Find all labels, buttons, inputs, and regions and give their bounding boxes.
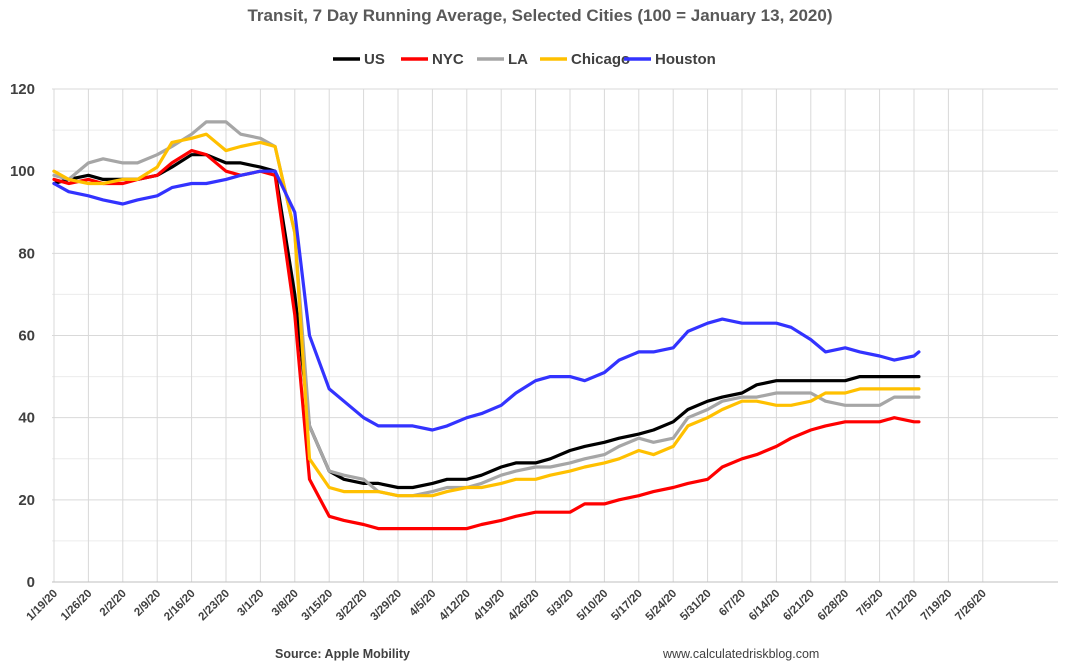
legend-label: US	[364, 51, 385, 68]
y-tick-label: 20	[18, 492, 35, 509]
x-tick-label: 4/5/20	[407, 588, 438, 619]
legend-label: Houston	[655, 51, 716, 68]
x-tick-label: 6/21/20	[781, 588, 817, 624]
series-line-us	[52, 153, 921, 490]
source-note: Source: Apple Mobility	[275, 647, 410, 661]
y-tick-label: 100	[10, 163, 35, 180]
series-lines	[52, 120, 921, 531]
x-tick-label: 2/2/20	[98, 588, 129, 619]
website-credit: www.calculatedriskblog.com	[662, 647, 819, 661]
x-tick-label: 6/28/20	[816, 588, 852, 624]
x-tick-label: 1/19/20	[25, 588, 61, 624]
x-tick-label: 7/5/20	[855, 588, 886, 619]
series-line-nyc	[52, 149, 921, 531]
x-tick-label: 3/22/20	[334, 588, 370, 624]
x-axis-ticks: 1/19/201/26/20 2/2/20 2/9/202/16/202/23/20…	[25, 588, 989, 624]
series-line-houston	[52, 169, 921, 432]
x-tick-label: 7/26/20	[953, 588, 989, 624]
legend-item-nyc: NYC	[401, 51, 464, 68]
x-tick-label: 3/15/20	[300, 588, 336, 624]
y-tick-label: 120	[10, 81, 35, 98]
x-tick-label: 3/1/20	[235, 588, 266, 619]
y-tick-label: 40	[18, 410, 35, 427]
x-tick-label: 7/12/20	[885, 588, 921, 624]
legend-label: NYC	[432, 51, 464, 68]
x-tick-label: 6/14/20	[747, 588, 783, 624]
x-tick-label: 5/10/20	[575, 588, 611, 624]
legend-item-us: US	[333, 51, 385, 68]
y-axis-ticks: 0 20 40 60 80 100 120	[10, 81, 35, 591]
legend-item-chicago: Chicago	[540, 51, 630, 68]
x-tick-label: 4/12/20	[437, 588, 473, 624]
chart-title: Transit, 7 Day Running Average, Selected…	[247, 6, 832, 25]
x-tick-label: 2/9/20	[132, 588, 163, 619]
x-tick-label: 6/7/20	[717, 588, 748, 619]
x-tick-label: 3/8/20	[270, 588, 301, 619]
y-tick-label: 0	[27, 574, 35, 591]
x-tick-label: 5/17/20	[609, 588, 645, 624]
x-tick-label: 4/26/20	[506, 588, 542, 624]
x-tick-label: 7/19/20	[919, 588, 955, 624]
x-tick-label: 5/31/20	[678, 588, 714, 624]
y-tick-label: 60	[18, 328, 35, 345]
x-tick-label: 4/19/20	[472, 588, 508, 624]
x-tick-label: 2/16/20	[162, 588, 198, 624]
y-tick-label: 80	[18, 245, 35, 262]
x-tick-label: 2/23/20	[197, 588, 233, 624]
chart-legend: US NYC LA Chicago Houston	[333, 51, 716, 68]
x-tick-label: 5/3/20	[545, 588, 576, 619]
gridlines	[52, 88, 1058, 583]
legend-label: Chicago	[571, 51, 630, 68]
legend-item-la: LA	[477, 51, 528, 68]
legend-label: LA	[508, 51, 528, 68]
series-line-chicago	[52, 132, 921, 498]
x-tick-label: 5/24/20	[644, 588, 680, 624]
x-tick-label: 3/29/20	[369, 588, 405, 624]
legend-item-houston: Houston	[624, 51, 716, 68]
series-line-la	[52, 120, 921, 498]
x-tick-label: 1/26/20	[59, 588, 95, 624]
